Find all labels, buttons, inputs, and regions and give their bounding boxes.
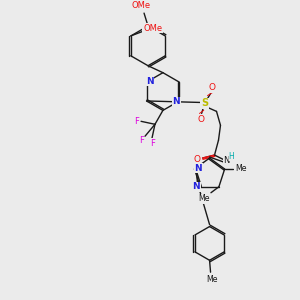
Text: Me: Me [198, 194, 210, 203]
Text: F: F [134, 117, 139, 126]
Text: S: S [201, 98, 208, 108]
Text: N: N [192, 182, 200, 191]
Text: N: N [146, 76, 153, 85]
Text: OMe: OMe [131, 1, 151, 10]
Text: H: H [229, 152, 234, 160]
Text: N: N [172, 98, 180, 106]
Text: N: N [223, 155, 230, 164]
Text: O: O [193, 154, 200, 164]
Text: O: O [208, 83, 215, 92]
Text: N: N [195, 164, 202, 172]
Text: F: F [151, 139, 155, 148]
Text: Me: Me [235, 164, 246, 172]
Text: Me: Me [206, 275, 217, 284]
Text: F: F [139, 136, 143, 145]
Text: OMe: OMe [143, 23, 162, 32]
Text: O: O [197, 115, 204, 124]
